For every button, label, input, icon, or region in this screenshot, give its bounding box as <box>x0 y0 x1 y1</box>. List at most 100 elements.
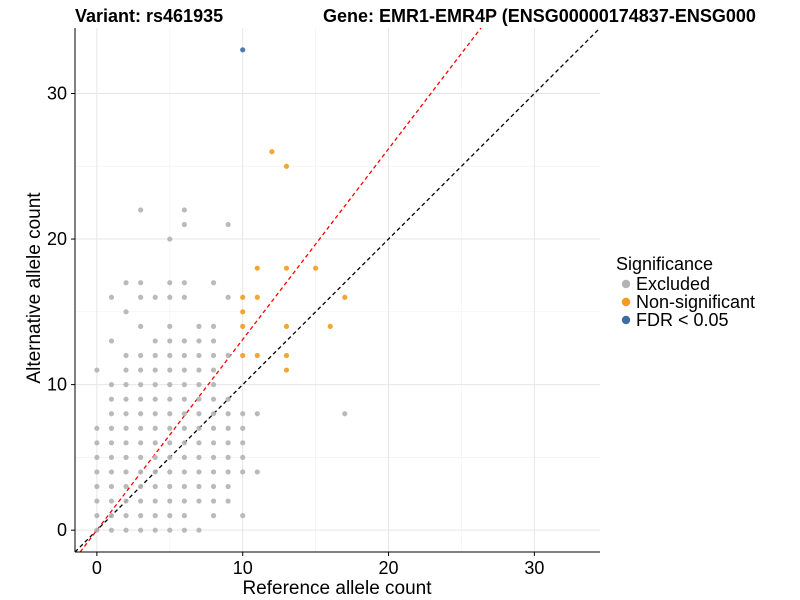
point-non-significant <box>240 294 246 300</box>
point-excluded <box>138 454 144 460</box>
point-excluded <box>167 469 173 475</box>
legend-label-excluded: Excluded <box>636 274 710 294</box>
x-tick-label: 0 <box>92 558 102 578</box>
grid-lines <box>75 28 600 552</box>
point-excluded <box>152 425 158 431</box>
point-excluded <box>138 396 144 402</box>
point-non-significant <box>283 352 290 359</box>
point-non-significant <box>254 265 260 271</box>
tick-labels: 0 10 20 30 0 10 20 30 <box>47 84 544 579</box>
point-excluded <box>225 469 231 475</box>
x-axis-title: Reference allele count <box>242 578 432 599</box>
point-non-significant <box>283 367 290 373</box>
point-excluded <box>94 454 100 460</box>
point-excluded <box>152 454 158 460</box>
point-excluded <box>225 294 231 300</box>
point-non-significant <box>240 323 246 329</box>
point-excluded <box>108 411 115 417</box>
point-excluded <box>210 396 217 402</box>
point-excluded <box>196 411 202 417</box>
point-non-significant <box>283 323 290 329</box>
point-excluded <box>123 498 129 504</box>
point-excluded <box>138 280 144 286</box>
point-excluded <box>108 513 115 519</box>
point-excluded <box>254 411 260 417</box>
point-excluded <box>196 396 202 402</box>
point-excluded <box>152 294 158 300</box>
point-excluded <box>167 352 173 359</box>
point-excluded <box>138 483 144 490</box>
point-excluded <box>225 221 231 228</box>
point-non-significant <box>283 265 290 271</box>
point-excluded <box>167 498 173 504</box>
point-non-significant <box>342 294 348 300</box>
reference-line-identity <box>74 27 601 553</box>
point-non-significant <box>269 149 275 155</box>
point-excluded <box>225 440 231 446</box>
point-excluded <box>108 338 115 344</box>
point-excluded <box>152 396 158 402</box>
legend-key-fdr-0-05 <box>621 315 631 325</box>
point-excluded <box>123 425 129 431</box>
legend-key-non-significant <box>621 297 631 307</box>
point-excluded <box>152 338 158 344</box>
point-excluded <box>181 352 187 359</box>
point-excluded <box>196 338 202 344</box>
point-excluded <box>196 323 202 329</box>
point-excluded <box>196 454 202 460</box>
point-excluded <box>210 280 217 286</box>
point-excluded <box>152 411 158 417</box>
legend-title: Significance <box>616 254 713 274</box>
point-excluded <box>181 469 187 475</box>
point-excluded <box>167 367 173 373</box>
point-excluded <box>210 425 217 431</box>
point-excluded <box>123 367 129 373</box>
point-excluded <box>94 498 100 504</box>
point-excluded <box>94 527 100 533</box>
point-excluded <box>196 483 202 490</box>
point-excluded <box>240 454 246 460</box>
point-excluded <box>138 382 144 388</box>
point-excluded <box>210 323 217 329</box>
point-excluded <box>210 411 217 417</box>
point-excluded <box>181 440 187 446</box>
point-excluded <box>94 367 100 373</box>
point-excluded <box>225 483 231 490</box>
point-excluded <box>123 440 129 446</box>
point-non-significant <box>254 294 260 300</box>
point-non-significant <box>240 309 246 315</box>
point-excluded <box>94 513 100 519</box>
point-non-significant <box>254 352 260 359</box>
point-excluded <box>210 352 217 359</box>
reference-line-fitted <box>79 27 482 553</box>
point-excluded <box>94 469 100 475</box>
point-excluded <box>152 513 158 519</box>
point-excluded <box>152 469 158 475</box>
point-excluded <box>108 440 115 446</box>
point-excluded <box>123 411 129 417</box>
point-excluded <box>196 469 202 475</box>
point-excluded <box>240 469 246 475</box>
x-tick-label: 20 <box>379 558 399 578</box>
point-excluded <box>138 498 144 504</box>
point-excluded <box>181 221 187 228</box>
chart-title-gene: Gene: EMR1-EMR4P (ENSG00000174837-ENSG00… <box>323 6 756 26</box>
legend-label-fdr-0-05: FDR < 0.05 <box>636 310 729 330</box>
point-non-significant <box>283 163 290 169</box>
y-tick-label: 10 <box>47 375 67 395</box>
point-excluded <box>210 367 217 373</box>
point-non-significant <box>313 265 319 271</box>
point-excluded <box>254 469 260 475</box>
point-excluded <box>225 352 231 359</box>
point-excluded <box>152 527 158 533</box>
point-excluded <box>108 396 115 402</box>
point-excluded <box>167 236 173 242</box>
y-tick-label: 20 <box>47 229 67 249</box>
point-excluded <box>225 498 231 504</box>
chart-title-variant: Variant: rs461935 <box>75 6 223 26</box>
point-excluded <box>152 483 158 490</box>
point-excluded <box>240 440 246 446</box>
legend-label-non-significant: Non-significant <box>636 292 755 312</box>
